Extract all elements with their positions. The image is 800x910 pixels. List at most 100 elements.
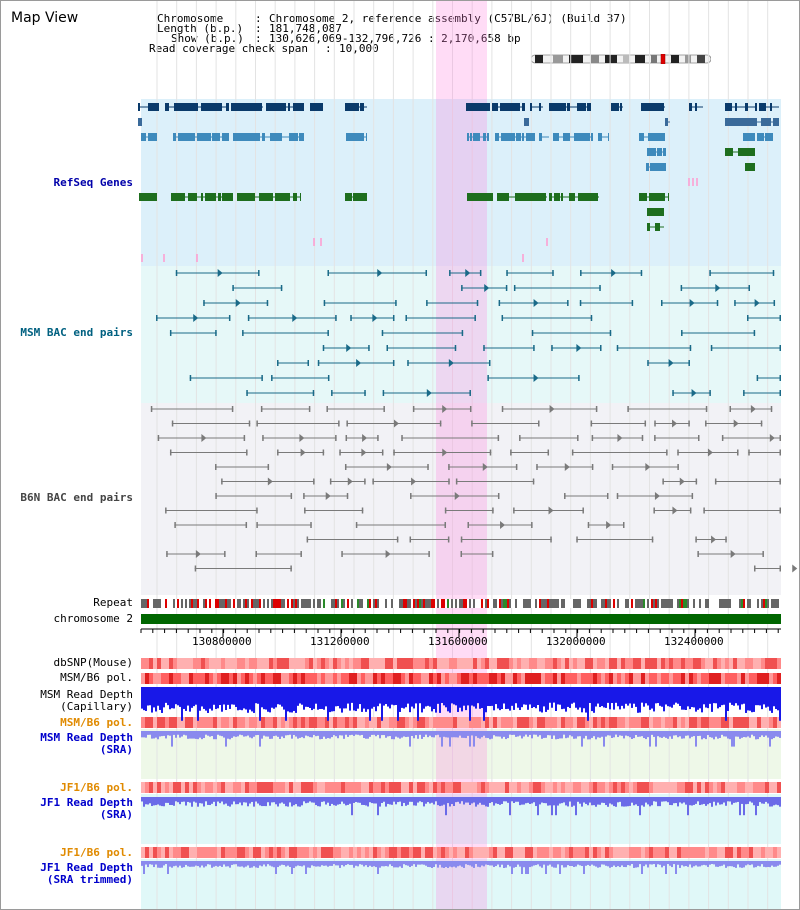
repeat-element [675, 599, 677, 608]
polymorphism-cell [597, 673, 601, 684]
read-depth-bar [321, 861, 323, 866]
read-depth-bar [419, 687, 421, 704]
read-depth-bar [339, 861, 341, 868]
read-depth-bar [509, 861, 511, 867]
polymorphism-cell [405, 658, 409, 669]
polymorphism-cell [469, 847, 473, 858]
repeat-element [683, 599, 685, 608]
bac-end [513, 285, 516, 291]
polymorphism-cell [425, 673, 429, 684]
polymorphism-cell [353, 658, 357, 669]
read-depth-bar [275, 731, 277, 736]
read-depth-bar [151, 861, 153, 865]
read-depth-bar [471, 731, 473, 736]
gene-exon [757, 133, 764, 141]
read-depth-bar [477, 687, 479, 704]
read-depth-bar [547, 861, 549, 866]
read-depth-bar [729, 861, 731, 867]
repeat-element [347, 599, 349, 608]
read-depth-bar [277, 861, 279, 868]
read-depth-bar [529, 861, 531, 868]
repeat-element [497, 599, 499, 608]
read-depth-bar [461, 731, 463, 738]
read-depth-bar [501, 861, 503, 865]
repeat-element [695, 599, 697, 608]
read-depth-bar [173, 861, 175, 867]
polymorphism-cell [561, 847, 565, 858]
read-depth-bar [571, 861, 573, 867]
polymorphism-cell [373, 847, 377, 858]
bac-arrow [292, 314, 298, 322]
repeat-element [361, 599, 363, 608]
read-depth-bar [775, 687, 777, 709]
polymorphism-cell [717, 782, 721, 793]
repeat-element [775, 599, 777, 608]
read-depth-bar [369, 797, 371, 803]
read-depth-bar [297, 797, 299, 807]
read-depth-bar [569, 731, 571, 736]
repeat-element [413, 599, 415, 608]
read-depth-bar [765, 797, 767, 802]
read-depth-bar [649, 687, 651, 710]
read-depth-bar [187, 797, 189, 802]
read-depth-bar [249, 861, 251, 868]
repeat-element [739, 599, 741, 608]
repeat-element [343, 599, 345, 608]
read-depth-bar [707, 731, 709, 736]
read-depth-bar [769, 797, 771, 807]
repeat-element [653, 599, 655, 608]
polymorphism-cell [613, 847, 617, 858]
read-depth-bar [553, 687, 555, 703]
read-depth-bar [305, 687, 307, 707]
repeat-element [605, 599, 607, 608]
read-depth-bar [399, 731, 401, 739]
read-depth-bar [765, 687, 767, 708]
read-depth-bar [255, 731, 257, 736]
polymorphism-cell [593, 847, 597, 858]
polymorphism-cell [773, 782, 777, 793]
repeat-element [743, 599, 745, 608]
polymorphism-cell [777, 847, 781, 858]
read-depth-bar [335, 797, 337, 806]
read-depth-bar [401, 731, 403, 738]
polymorphism-cell [213, 782, 217, 793]
bac-arrow [201, 434, 207, 442]
read-depth-bar [373, 861, 375, 867]
read-depth-bar [403, 797, 405, 803]
read-depth-bar [481, 687, 483, 709]
read-depth-bar [573, 797, 575, 806]
gene-exon [773, 118, 779, 126]
read-depth-bar [641, 797, 643, 806]
read-depth-bar [247, 687, 249, 713]
read-depth-bar [385, 731, 387, 738]
repeat-element [215, 599, 217, 608]
read-depth-bar [381, 687, 383, 721]
chromosome-ideogram[interactable] [531, 54, 711, 64]
read-depth-bar [249, 797, 251, 804]
read-depth-bar [343, 797, 345, 804]
read-depth-bar [315, 687, 317, 704]
read-depth-bar [693, 687, 695, 708]
repeat-element [165, 599, 167, 608]
read-depth-bar [701, 731, 703, 740]
bac-end [412, 406, 415, 412]
polymorphism-cell [313, 782, 317, 793]
gene-exon [641, 103, 648, 111]
polymorphism-cell [561, 717, 565, 728]
read-depth-bar [423, 731, 425, 737]
read-depth-bar [169, 861, 171, 867]
polymorphism-cell [285, 717, 289, 728]
polymorphism-cell [521, 847, 525, 858]
polymorphism-cell [489, 658, 493, 669]
read-depth-bar [155, 731, 157, 738]
repeat-element [303, 599, 305, 608]
read-depth-bar [341, 797, 343, 802]
repeat-element [351, 599, 353, 608]
gene-exon [148, 103, 152, 111]
read-depth-bar [555, 731, 557, 740]
polymorphism-cell [385, 847, 389, 858]
read-depth-bar [675, 731, 677, 736]
polymorphism-cell [549, 717, 553, 728]
polymorphism-cell [749, 658, 753, 669]
